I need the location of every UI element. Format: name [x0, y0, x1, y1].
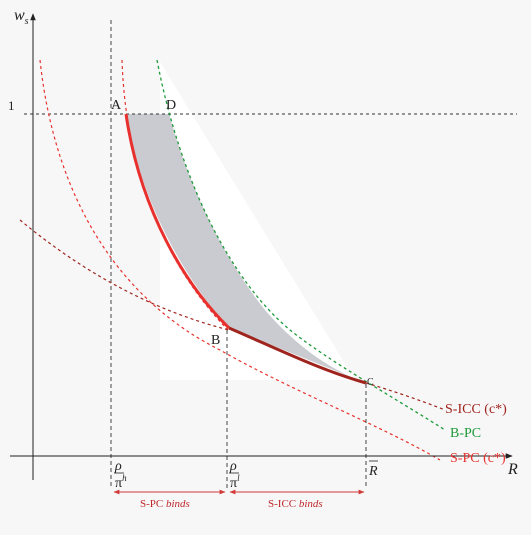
tick-r-bar: R [368, 460, 378, 479]
point-a-label: A [111, 98, 122, 113]
tick-rho-pi-l: ρ πl [229, 459, 240, 491]
x-axis-label: R [507, 461, 518, 478]
tick-rho-pi-h: ρ πh [114, 459, 127, 491]
s-icc-curve-right [365, 382, 446, 411]
svg-text:πl: πl [230, 473, 240, 491]
point-b-label: B [211, 333, 220, 348]
one-label: 1 [8, 98, 15, 113]
shaded-region [126, 114, 366, 383]
b-pc-label: B-PC [450, 426, 481, 441]
s-icc-binds-label: S-ICC binds [268, 498, 323, 510]
b-pc-curve [156, 59, 446, 431]
svg-text:πh: πh [115, 473, 127, 491]
point-c-label: C [367, 377, 374, 388]
s-pc-label: S-PC (c*) [450, 451, 506, 466]
svg-text:ρ: ρ [114, 459, 122, 474]
point-d-label: D [166, 98, 176, 113]
y-axis-label: ws [14, 7, 29, 27]
svg-text:ρ: ρ [229, 459, 237, 474]
b-c-solid-curve [228, 326, 367, 385]
s-pc-binds-label: S-PC binds [140, 498, 190, 510]
svg-text:R: R [368, 464, 378, 479]
s-icc-label: S-ICC (c*) [445, 402, 507, 417]
a-b-solid-curve [124, 113, 231, 330]
